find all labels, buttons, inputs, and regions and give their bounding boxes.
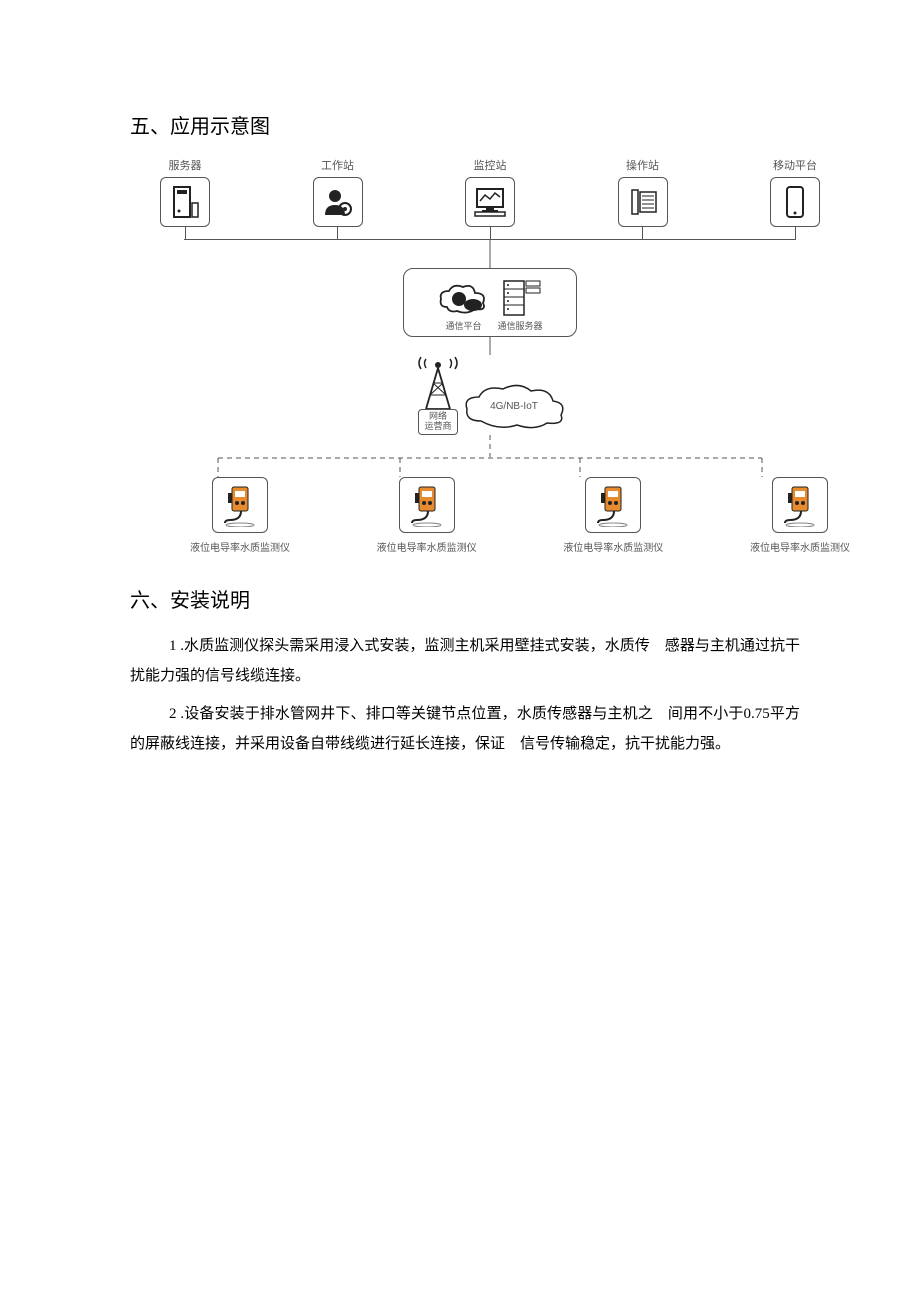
server-icon <box>160 177 210 227</box>
bottom-node-2: 液位电导率水质监测仪 <box>563 477 663 554</box>
comm-server-label: 通信服务器 <box>497 319 542 332</box>
comm-platform-label: 通信平台 <box>445 319 481 332</box>
sensor-icon <box>585 477 641 533</box>
section-6-title: 六、安装说明 <box>130 584 800 613</box>
application-diagram: 服务器 工作站 监控站 <box>160 157 820 554</box>
bottom-node-label: 液位电导率水质监测仪 <box>377 539 477 554</box>
connector-3 <box>160 435 820 457</box>
monitor-icon <box>465 177 515 227</box>
top-node-server: 服务器 <box>160 157 210 239</box>
tower-label-box: 网络 运营商 <box>418 409 457 435</box>
connector-2 <box>160 337 820 355</box>
nbiot-cloud: 4G/NB-IoT <box>459 381 569 431</box>
tower-label: 网络 运营商 <box>424 412 451 432</box>
comm-server: 通信服务器 <box>497 277 542 332</box>
bottom-node-3: 液位电导率水质监测仪 <box>750 477 850 554</box>
top-node-label: 移动平台 <box>773 157 817 173</box>
comm-platform: 通信平台 <box>437 281 489 332</box>
sensor-icon <box>399 477 455 533</box>
top-node-label: 监控站 <box>474 157 507 173</box>
top-node-workstation: 工作站 <box>313 157 363 239</box>
cloud-label: 4G/NB-IoT <box>459 401 569 412</box>
dashed-bus <box>160 457 820 477</box>
diagram-bottom-row: 液位电导率水质监测仪 液位电导率水质监测仪 液位电导率水质监测仪 液位电导率水质… <box>160 477 880 554</box>
tower-icon <box>411 355 465 411</box>
sensor-icon <box>772 477 828 533</box>
bottom-node-label: 液位电导率水质监测仪 <box>750 539 850 554</box>
top-bus-line <box>184 239 796 240</box>
mid-layer: 通信平台 通信服务器 <box>160 268 820 337</box>
connector-1 <box>160 240 820 268</box>
mobile-icon <box>770 177 820 227</box>
install-para-1: 1 .水质监测仪探头需采用浸入式安装，监测主机采用壁挂式安装，水质传 感器与主机… <box>130 631 800 691</box>
tower-block: 网络 运营商 <box>411 355 465 435</box>
install-para-2: 2 .设备安装于排水管网井下、排口等关键节点位置，水质传感器与主机之 间用不小于… <box>130 699 800 759</box>
bottom-node-0: 液位电导率水质监测仪 <box>190 477 290 554</box>
top-node-monitor: 监控站 <box>465 157 515 239</box>
bottom-node-label: 液位电导率水质监测仪 <box>190 539 290 554</box>
top-node-operator: 操作站 <box>618 157 668 239</box>
rack-icon <box>498 277 542 317</box>
top-node-mobile: 移动平台 <box>770 157 820 239</box>
comm-box: 通信平台 通信服务器 <box>403 268 577 337</box>
top-node-label: 服务器 <box>169 157 202 173</box>
bottom-node-1: 液位电导率水质监测仪 <box>377 477 477 554</box>
section-5-title: 五、应用示意图 <box>130 110 800 139</box>
top-node-label: 工作站 <box>321 157 354 173</box>
workstation-icon <box>313 177 363 227</box>
top-node-label: 操作站 <box>626 157 659 173</box>
bottom-node-label: 液位电导率水质监测仪 <box>563 539 663 554</box>
operator-icon <box>618 177 668 227</box>
sensor-icon <box>212 477 268 533</box>
network-layer: 网络 运营商 4G/NB-IoT <box>160 355 820 435</box>
diagram-top-row: 服务器 工作站 监控站 <box>160 157 820 239</box>
page-container: 五、应用示意图 服务器 工作站 监控站 <box>0 0 920 827</box>
cloud-globe-icon <box>437 281 489 317</box>
